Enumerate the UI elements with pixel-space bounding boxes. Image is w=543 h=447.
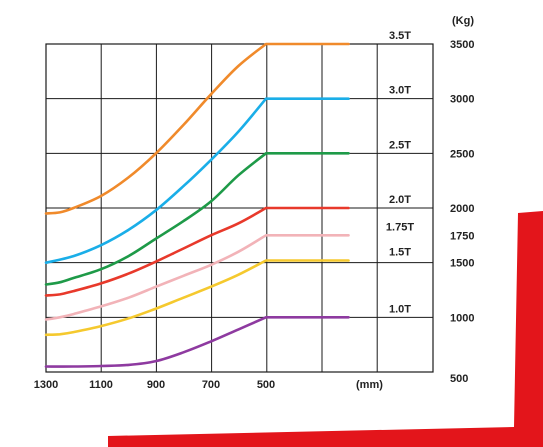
x-unit-label: (mm) bbox=[356, 379, 383, 391]
chart-labels: 3.5T 3.0T 2.5T 2.0T 1.75T 1.5T 1.0T 3500 3000 250… bbox=[34, 15, 475, 391]
y-tick-label: 3000 bbox=[450, 94, 474, 106]
series-label: 2.5T bbox=[389, 139, 411, 151]
series-label: 2.0T bbox=[389, 194, 411, 206]
series-label: 3.5T bbox=[389, 30, 411, 42]
series-label: 3.0T bbox=[389, 85, 411, 97]
forklift-fork-decoration bbox=[108, 211, 543, 447]
series-label: 1.5T bbox=[389, 246, 411, 258]
x-tick-label: 1300 bbox=[34, 379, 58, 391]
y-unit-label: (Kg) bbox=[452, 15, 474, 27]
y-tick-label: 500 bbox=[450, 373, 468, 385]
chart-series bbox=[44, 42, 350, 368]
x-tick-label: 500 bbox=[257, 379, 275, 391]
series-line-1-75t bbox=[44, 234, 350, 321]
y-tick-label: 3500 bbox=[450, 39, 474, 51]
x-tick-label: 700 bbox=[202, 379, 220, 391]
x-tick-label: 900 bbox=[147, 379, 165, 391]
y-tick-label: 2000 bbox=[450, 203, 474, 215]
y-tick-label: 1000 bbox=[450, 312, 474, 324]
y-tick-label: 1500 bbox=[450, 258, 474, 270]
series-line-3-0t bbox=[44, 97, 350, 264]
series-line-2-5t bbox=[44, 152, 350, 286]
series-line-1-5t bbox=[44, 259, 350, 337]
series-line-2-0t bbox=[44, 206, 350, 297]
fork-shape bbox=[108, 211, 543, 447]
x-tick-label: 1100 bbox=[89, 379, 113, 391]
series-label: 1.75T bbox=[386, 221, 414, 233]
y-tick-label: 1750 bbox=[450, 230, 474, 242]
series-line-1-0t bbox=[44, 316, 350, 368]
chart-grid bbox=[45, 43, 434, 373]
series-line-3-5t bbox=[44, 42, 350, 215]
y-tick-label: 2500 bbox=[450, 148, 474, 160]
series-label: 1.0T bbox=[389, 303, 411, 315]
